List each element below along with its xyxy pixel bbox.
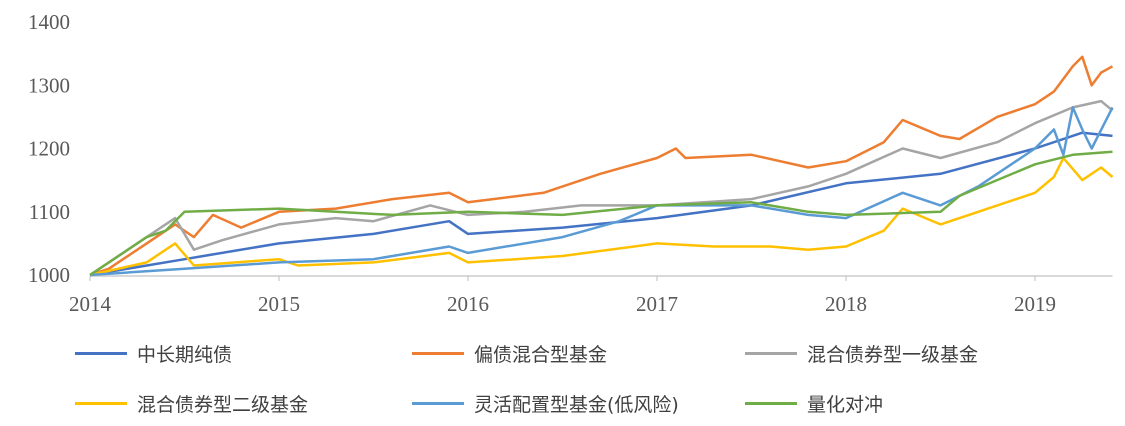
- y-tick-label: 1000: [28, 263, 70, 287]
- x-tick-label: 2014: [69, 292, 112, 316]
- series-line-2: [89, 99, 1114, 277]
- y-tick-label: 1400: [28, 10, 70, 34]
- x-tick-label: 2016: [447, 292, 489, 316]
- series-line-4: [89, 106, 1114, 277]
- y-tick-label: 1300: [28, 73, 70, 97]
- x-tick-label: 2017: [636, 292, 678, 316]
- x-tick-label: 2015: [258, 292, 300, 316]
- x-tick-label: 2019: [1014, 292, 1056, 316]
- series-line-3: [89, 156, 1114, 277]
- series-line-5: [89, 150, 1113, 277]
- series-line-1: [89, 55, 1114, 277]
- y-tick-label: 1100: [29, 200, 70, 224]
- series-line-0: [89, 131, 1113, 277]
- series-lines: [89, 55, 1114, 277]
- y-axis: 1000 1100 1200 1300 1400: [28, 10, 70, 287]
- x-axis: 2014 2015 2016 2017 2018 2019: [69, 275, 1113, 316]
- y-tick-label: 1200: [28, 137, 70, 161]
- x-tick-label: 2018: [825, 292, 867, 316]
